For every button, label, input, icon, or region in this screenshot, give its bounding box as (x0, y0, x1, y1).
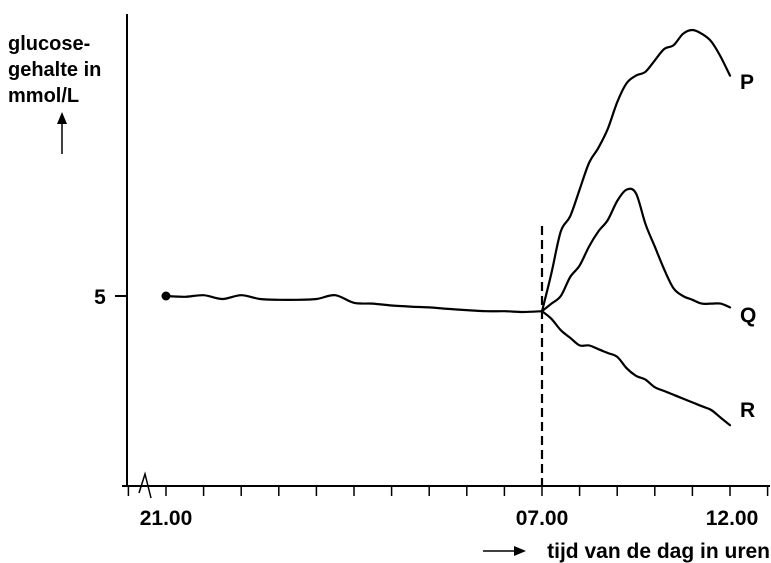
y-axis-label-line-2: gehalte in (8, 59, 101, 81)
x-tick-label-07: 07.00 (516, 507, 569, 530)
x-tick-label-21: 21.00 (140, 507, 193, 530)
series-p-curve (540, 28, 732, 313)
y-axis-label-line-3: mmol/L (8, 85, 79, 107)
series-q-curve (540, 187, 732, 313)
series-label-q: Q (740, 304, 756, 327)
y-axis-label-line-1: glucose- (8, 33, 90, 55)
series-r-curve (540, 310, 732, 427)
x-axis-label: tijd van de dag in uren (547, 540, 770, 563)
y-tick-label-5: 5 (94, 286, 106, 309)
series-label-p: P (740, 71, 754, 94)
x-tick-label-12: 12.00 (706, 507, 759, 530)
baseline-curve (164, 294, 544, 314)
x-axis-label-arrow (483, 546, 526, 556)
axis-break-mark (138, 471, 152, 499)
y-axis-label-arrow (57, 112, 67, 154)
series-label-r: R (740, 399, 755, 422)
x-axis-ticks (127, 486, 769, 496)
